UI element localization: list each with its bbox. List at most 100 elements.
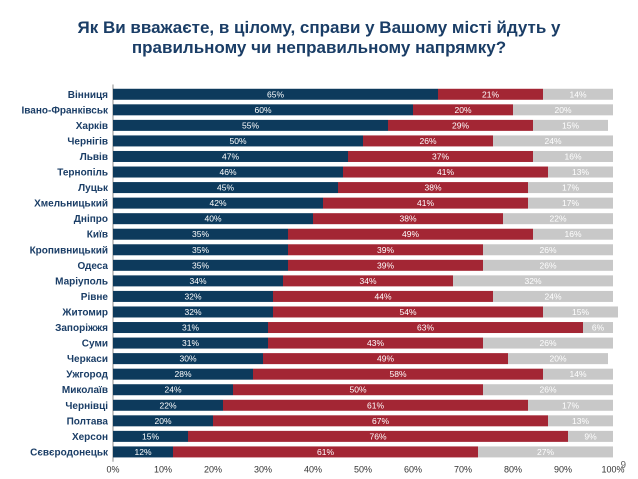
data-label: 16% bbox=[564, 229, 581, 239]
bar-segment bbox=[113, 306, 273, 318]
bar-segment bbox=[223, 399, 528, 411]
x-tick-label: 100% bbox=[601, 465, 624, 475]
bar-segment bbox=[253, 368, 543, 380]
data-label: 49% bbox=[402, 229, 419, 239]
category-label: Маріуполь bbox=[55, 276, 108, 287]
x-tick-label: 70% bbox=[454, 465, 472, 475]
category-label: Кропивницький bbox=[30, 245, 108, 256]
bar-segment bbox=[113, 104, 413, 116]
bar-segment bbox=[113, 415, 213, 427]
bar-segment bbox=[233, 384, 483, 396]
data-label: 61% bbox=[367, 400, 384, 410]
bar-segment bbox=[113, 244, 288, 256]
bar-segment bbox=[388, 119, 533, 131]
bar-segment bbox=[568, 430, 613, 442]
x-tick-label: 10% bbox=[154, 465, 172, 475]
category-label: Київ bbox=[87, 230, 108, 241]
bar-segment bbox=[113, 228, 288, 240]
bar-segment bbox=[438, 88, 543, 100]
bar-segment bbox=[113, 259, 288, 271]
x-tick-label: 80% bbox=[504, 465, 522, 475]
x-tick-label: 30% bbox=[254, 465, 272, 475]
data-label: 26% bbox=[539, 385, 556, 395]
data-label: 15% bbox=[142, 431, 159, 441]
data-label: 34% bbox=[359, 276, 376, 286]
data-label: 60% bbox=[254, 105, 271, 115]
bar-segment bbox=[548, 166, 613, 178]
data-label: 47% bbox=[222, 151, 239, 161]
data-label: 22% bbox=[159, 400, 176, 410]
x-tick-label: 20% bbox=[204, 465, 222, 475]
data-label: 35% bbox=[192, 245, 209, 255]
bar-segment bbox=[508, 353, 608, 365]
bar-segment bbox=[528, 182, 613, 194]
bar-segment bbox=[113, 446, 173, 458]
bar-segment bbox=[113, 290, 273, 302]
bar-segment bbox=[113, 88, 438, 100]
category-label: Вінниця bbox=[68, 90, 108, 101]
data-label: 26% bbox=[539, 260, 556, 270]
bar-segment bbox=[113, 182, 338, 194]
category-label: Ужгород bbox=[66, 370, 108, 381]
data-label: 32% bbox=[184, 307, 201, 317]
bar-segment bbox=[113, 135, 363, 147]
bar-segment bbox=[528, 399, 613, 411]
bar-segment bbox=[113, 197, 323, 209]
bar-segment bbox=[273, 290, 493, 302]
data-label: 39% bbox=[377, 260, 394, 270]
x-tick-label: 50% bbox=[354, 465, 372, 475]
data-label: 31% bbox=[182, 338, 199, 348]
data-label: 43% bbox=[367, 338, 384, 348]
x-tick-label: 90% bbox=[554, 465, 572, 475]
data-label: 17% bbox=[562, 198, 579, 208]
bar-segment bbox=[583, 322, 613, 334]
data-label: 50% bbox=[349, 385, 366, 395]
bar-segment bbox=[548, 415, 613, 427]
bar-segment bbox=[543, 368, 613, 380]
bar-segment bbox=[113, 213, 313, 225]
data-label: 39% bbox=[377, 245, 394, 255]
bar-segment bbox=[543, 88, 613, 100]
bar-segment bbox=[273, 306, 543, 318]
bar-segment bbox=[268, 322, 583, 334]
category-label: Одеса bbox=[77, 261, 108, 272]
bar-segment bbox=[288, 244, 483, 256]
chart-title: Як Ви вважаєте, в цілому, справи у Вашом… bbox=[0, 18, 638, 58]
bar-segment bbox=[113, 166, 343, 178]
data-label: 32% bbox=[184, 291, 201, 301]
data-label: 20% bbox=[154, 416, 171, 426]
category-label: Івано-Франківськ bbox=[22, 105, 109, 116]
bar-segment bbox=[263, 353, 508, 365]
bar-segment bbox=[483, 244, 613, 256]
data-label: 24% bbox=[164, 385, 181, 395]
data-label: 20% bbox=[549, 354, 566, 364]
data-label: 34% bbox=[189, 276, 206, 286]
data-label: 50% bbox=[229, 136, 246, 146]
category-label: Чернівці bbox=[65, 401, 108, 412]
bar-segment bbox=[113, 275, 283, 287]
data-label: 17% bbox=[562, 183, 579, 193]
bar-segment bbox=[533, 150, 613, 162]
data-label: 37% bbox=[432, 151, 449, 161]
data-label: 26% bbox=[539, 245, 556, 255]
bar-segment bbox=[483, 384, 613, 396]
data-label: 17% bbox=[562, 400, 579, 410]
bar-segment bbox=[113, 322, 268, 334]
data-label: 13% bbox=[572, 416, 589, 426]
category-label: Хмельницький bbox=[34, 199, 108, 210]
data-label: 20% bbox=[554, 105, 571, 115]
data-label: 35% bbox=[192, 229, 209, 239]
bar-segment bbox=[533, 119, 608, 131]
bar-segment bbox=[173, 446, 478, 458]
category-label: Суми bbox=[82, 339, 108, 350]
bar-segment bbox=[543, 306, 618, 318]
category-label: Рівне bbox=[81, 292, 109, 303]
category-label: Тернопіль bbox=[57, 168, 108, 179]
data-label: 13% bbox=[572, 167, 589, 177]
data-label: 24% bbox=[544, 291, 561, 301]
bar-segment bbox=[113, 399, 223, 411]
data-label: 32% bbox=[524, 276, 541, 286]
category-label: Дніпро bbox=[74, 214, 108, 225]
category-label: Полтава bbox=[67, 416, 109, 427]
bar-segment bbox=[483, 259, 613, 271]
